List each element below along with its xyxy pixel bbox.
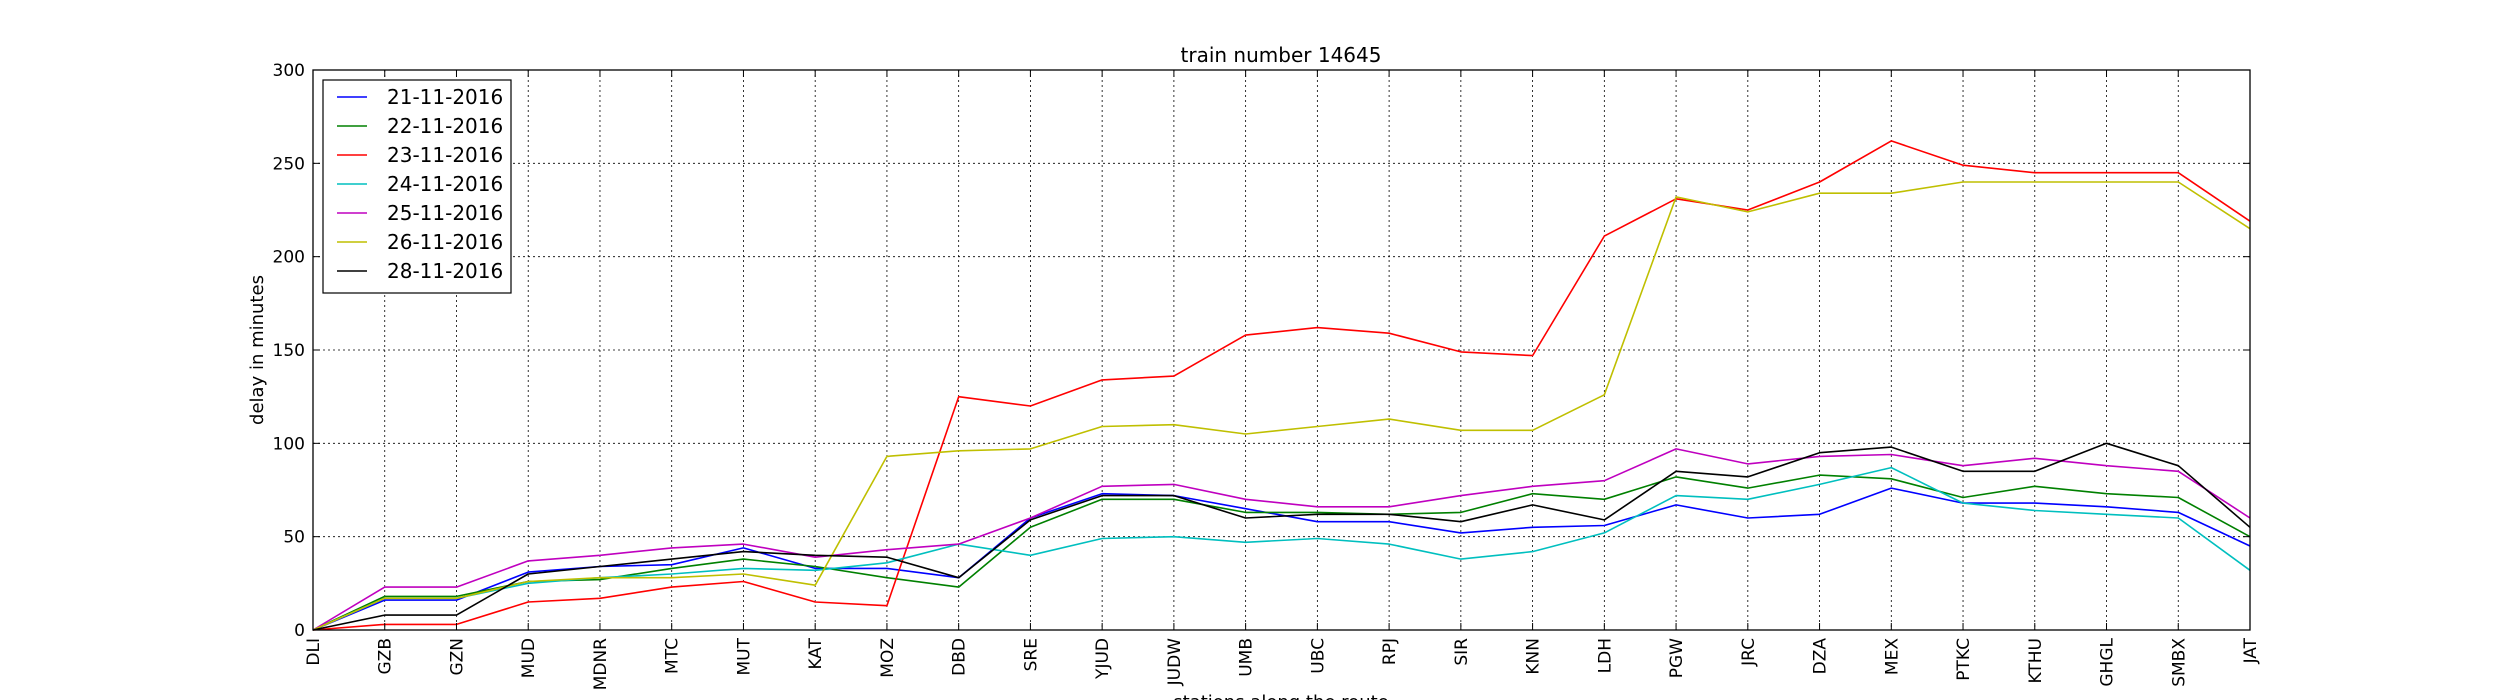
series-lines <box>312 140 2251 631</box>
legend-label: 23-11-2016 <box>387 143 503 167</box>
x-tick-label: KAT <box>806 637 826 669</box>
chart-title: train number 14645 <box>1181 43 1382 67</box>
x-tick-label: MTC <box>663 638 683 674</box>
series-line-24-11-2016 <box>312 466 2251 631</box>
x-tick-label: JRC <box>1739 638 1759 667</box>
plot-background <box>313 70 2250 630</box>
x-tick-label: PTKC <box>1954 638 1974 681</box>
series-line-25-11-2016 <box>312 448 2251 631</box>
x-tick-label: LDH <box>1595 638 1615 673</box>
axis-ticks: DLI GZB GZN MUD MDNR MTC MUT KAT MOZ DBD SRE YJUD JU… <box>273 61 2261 690</box>
y-tick-label: 0 <box>294 621 305 641</box>
series-line-28-11-2016 <box>312 442 2251 631</box>
x-tick-label: UBC <box>1308 638 1328 674</box>
x-tick-label: UMB <box>1237 638 1257 677</box>
series-line-26-11-2016 <box>312 181 2251 631</box>
legend: 21-11-2016 22-11-2016 23-11-2016 24-11-2016… <box>322 79 512 294</box>
legend-label: 24-11-2016 <box>387 172 503 196</box>
y-tick-label: 150 <box>273 341 305 361</box>
legend-label: 22-11-2016 <box>387 114 503 138</box>
grid <box>313 70 2250 630</box>
x-tick-label: YJUD <box>1093 638 1113 680</box>
x-tick-label: KTHU <box>2026 638 2046 683</box>
x-tick-label: GZB <box>376 638 396 674</box>
x-tick-label: DZA <box>1811 638 1831 675</box>
legend-label: 28-11-2016 <box>387 259 503 283</box>
x-tick-label: GZN <box>447 638 467 676</box>
x-tick-label: PGW <box>1667 638 1687 678</box>
x-tick-label: SRE <box>1021 638 1041 671</box>
x-tick-label: MUT <box>734 637 754 675</box>
x-tick-label: DBD <box>950 638 970 676</box>
x-tick-label: RPJ <box>1380 638 1400 665</box>
y-tick-label: 300 <box>273 61 305 81</box>
y-tick-label: 200 <box>273 248 305 268</box>
x-axis-label: stations along the route <box>1173 692 1388 700</box>
x-tick-label: DLI <box>304 638 324 666</box>
x-tick-label: MEX <box>1882 638 1902 675</box>
x-tick-label: JAT <box>2241 637 2261 664</box>
y-tick-label: 50 <box>283 528 305 548</box>
x-tick-label: KNN <box>1524 638 1544 675</box>
legend-label: 26-11-2016 <box>387 230 503 254</box>
x-tick-label: JUDW <box>1165 638 1185 687</box>
x-tick-label: MOZ <box>878 638 898 678</box>
x-tick-label: SIR <box>1452 638 1472 666</box>
x-tick-label: MDNR <box>591 638 611 690</box>
legend-label: 21-11-2016 <box>387 85 503 109</box>
y-tick-label: 100 <box>273 434 305 454</box>
legend-label: 25-11-2016 <box>387 201 503 225</box>
series-line-22-11-2016 <box>312 474 2251 631</box>
y-tick-label: 250 <box>273 154 305 174</box>
x-tick-label: MUD <box>519 638 539 678</box>
x-tick-label: SMBX <box>2169 638 2189 687</box>
series-line-23-11-2016 <box>312 140 2251 631</box>
y-axis-label: delay in minutes <box>247 275 268 425</box>
legend-box <box>322 79 512 294</box>
x-tick-label: GHGL <box>2098 637 2118 686</box>
series-line-21-11-2016 <box>312 487 2251 631</box>
